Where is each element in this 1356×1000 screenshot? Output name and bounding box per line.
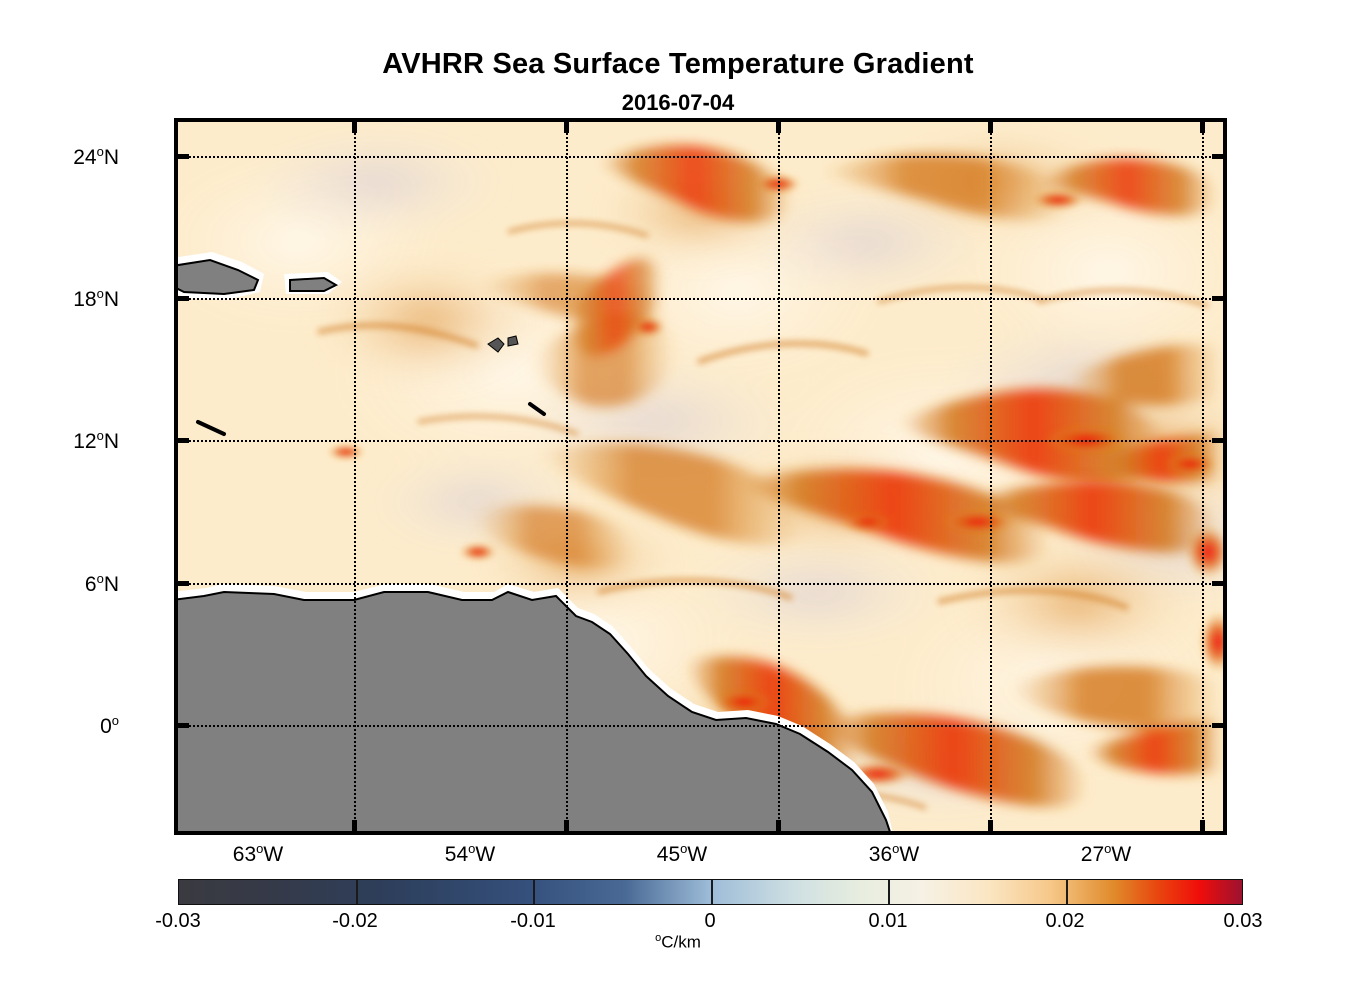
ytick-right-0 [1212, 723, 1223, 728]
colorbar-label--0.02: -0.02 [332, 910, 378, 932]
ytick-12N [178, 438, 189, 443]
ytick-6N [178, 581, 189, 586]
ytick-label-0: 0o [100, 713, 119, 738]
ytick-24N [178, 154, 189, 159]
xtick-54W [564, 820, 569, 831]
xtick-36W [988, 820, 993, 831]
xtick-45W [776, 820, 781, 831]
colorbar-label-0: 0 [704, 910, 716, 932]
figure-subtitle: 2016-07-04 [621, 90, 735, 115]
ytick-right-24N [1212, 154, 1223, 159]
ytick-right-6N [1212, 581, 1223, 586]
xtick-label-36W: 36oW [868, 841, 920, 866]
colorbar[interactable] [178, 879, 1243, 905]
xtick-top-27W [1200, 122, 1205, 133]
figure-title: AVHRR Sea Surface Temperature Gradient [382, 48, 974, 80]
xtick-label-27W: 27oW [1080, 841, 1132, 866]
xtick-63W [352, 820, 357, 831]
ytick-right-12N [1212, 438, 1223, 443]
xtick-label-54W: 54oW [444, 841, 496, 866]
colorbar-tick--0.01 [533, 880, 535, 904]
ytick-0 [178, 723, 189, 728]
colorbar-unit-label: oC/km [655, 932, 701, 952]
xtick-27W [1200, 820, 1205, 831]
ytick-label-18N: 18oN [73, 286, 119, 311]
ytick-label-12N: 12oN [73, 428, 119, 453]
map-plot-area[interactable] [174, 118, 1227, 835]
ytick-18N [178, 296, 189, 301]
xtick-top-45W [776, 122, 781, 133]
colorbar-label--0.01: -0.01 [510, 910, 556, 932]
ytick-right-18N [1212, 296, 1223, 301]
colorbar-label-0.02: 0.02 [1045, 910, 1085, 932]
ytick-label-6N: 6oN [84, 571, 119, 596]
ytick-label-24N: 24oN [73, 144, 119, 169]
colorbar-label-0.03: 0.03 [1223, 910, 1263, 932]
map-raster [178, 122, 1223, 831]
sst-gradient-raster [178, 122, 1223, 831]
colorbar-label-0.01: 0.01 [868, 910, 908, 932]
colorbar-tick-0.01 [888, 880, 890, 904]
colorbar-tick--0.02 [356, 880, 358, 904]
xtick-label-63W: 63oW [232, 841, 284, 866]
xtick-top-54W [564, 122, 569, 133]
xtick-top-36W [988, 122, 993, 133]
colorbar-label--0.03: -0.03 [155, 910, 201, 932]
colorbar-tick-0.02 [1066, 880, 1068, 904]
xtick-label-45W: 45oW [656, 841, 708, 866]
colorbar-tick-0 [711, 880, 713, 904]
xtick-top-63W [352, 122, 357, 133]
